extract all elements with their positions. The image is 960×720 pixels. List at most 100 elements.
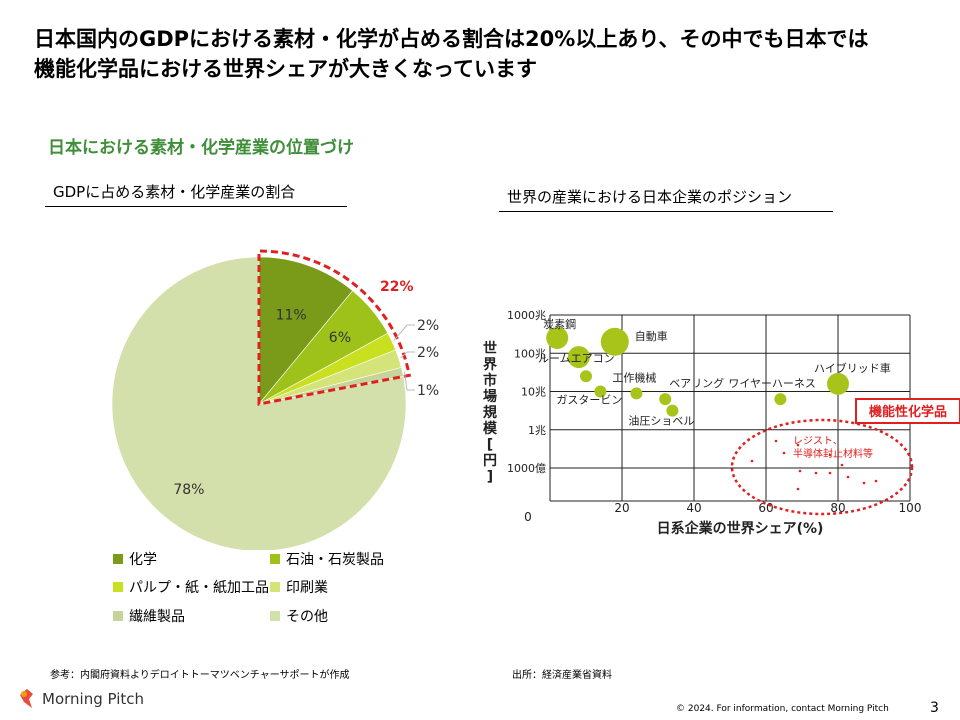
pie-slice-label: 1% [417, 383, 439, 399]
gdp-pie-chart: 22% 11% 6% 78% 2% 2% 1% [111, 249, 439, 550]
pie-slice-label: 78% [173, 482, 204, 498]
pie-labels: 11% 6% 78% 2% 2% 1% [173, 308, 439, 498]
data-point-label: 自動車 [635, 329, 668, 343]
y-axis-label-char: 界 [483, 357, 498, 373]
data-point-label: 工作機械 [612, 370, 656, 384]
y-axis-label-char: 円 [483, 453, 497, 469]
x-tick-label: 100 [899, 501, 922, 515]
company-logo: Morning Pitch [18, 688, 144, 710]
x-tick-label: 40 [686, 501, 701, 515]
pie-highlight-outline [257, 249, 412, 406]
cluster-dot [828, 471, 832, 475]
cluster-dot [814, 471, 818, 475]
cluster-dot [846, 475, 850, 479]
right-chart-subtitle: 世界の産業における日本企業のポジション [499, 186, 833, 212]
x-tick-label: 60 [758, 501, 773, 515]
section-heading: 日本における素材・化学産業の位置づけ [48, 138, 354, 158]
x-tick-label: 80 [830, 501, 845, 515]
chart-grid [549, 314, 911, 502]
pie-leader-line [403, 371, 415, 391]
y-axis-label-char: 世 [483, 340, 497, 357]
legend-item-chemical: 化学 [113, 549, 157, 569]
legend-item-other: その他 [270, 606, 328, 626]
cluster-dot [874, 479, 878, 483]
copyright-text: © 2024. For information, contact Morning… [676, 704, 889, 714]
cluster-dot [798, 469, 802, 473]
cluster-dot [796, 443, 800, 447]
logo-text: Morning Pitch [42, 690, 145, 708]
y-axis-label-char: [ [487, 437, 493, 453]
legend-swatch [113, 611, 123, 621]
y-axis-label-char: 場 [483, 388, 497, 405]
functional-chemicals-tag: 機能性化学品 [869, 404, 947, 420]
y-tick-label: 10兆 [521, 386, 546, 399]
highlight-total-label: 22% [380, 279, 414, 295]
legend-swatch [270, 554, 280, 564]
y-axis-label-char: ] [487, 469, 493, 485]
data-point [546, 326, 569, 349]
data-point [630, 387, 643, 400]
page-number: 3 [930, 700, 939, 716]
legend-swatch [113, 582, 123, 592]
data-point [594, 385, 607, 398]
data-point-label: ハイブリッド車 [814, 361, 891, 375]
y-axis-label-char: 規 [483, 405, 497, 421]
legend-swatch [270, 582, 280, 592]
data-point [827, 372, 849, 395]
x-tick-labels: 0 20 40 60 80 100 [524, 501, 921, 524]
data-point [580, 370, 592, 383]
cluster-label-line-2: 半導体封止材料等 [793, 447, 873, 460]
data-point-label: ワイヤーハーネス [728, 377, 815, 390]
cluster-dot [840, 463, 844, 467]
legend-item-printing: 印刷業 [270, 577, 328, 597]
data-point-label: ルームエアコン [538, 352, 615, 365]
pie-slice-label: 11% [276, 308, 307, 324]
x-tick-label: 0 [524, 510, 532, 524]
cluster-label-line-1: レジスト、 [793, 436, 843, 447]
pie-slice-label: 2% [417, 345, 439, 361]
data-point [567, 346, 590, 369]
title-line-1: 日本国内のGDPにおける素材・化学が占める割合は20%以上あり、その中でも日本で… [34, 27, 869, 51]
data-point-label: ガスタービン [556, 394, 622, 407]
x-tick-label: 20 [614, 501, 629, 515]
data-point-label: ベアリング [669, 376, 724, 390]
x-axis-label: 日系企業の世界シェア(%) [657, 520, 824, 537]
data-point [659, 393, 672, 406]
cluster-dot [782, 451, 786, 455]
y-axis-label-char: 模 [483, 420, 498, 437]
title-line-2: 機能化学品における世界シェアが大きくなっています [34, 57, 537, 81]
y-tick-label: 1000兆 [507, 309, 546, 322]
data-point-label: 油圧ショベル [628, 414, 694, 428]
world-position-chart: 1000兆 100兆 10兆 1兆 1000億 0 20 40 60 80 100 炭素鋼自動車ル… [483, 309, 960, 537]
functional-chemicals-cluster-outline [730, 418, 914, 516]
y-tick-label: 1兆 [528, 424, 546, 437]
logo-mark-icon [20, 689, 33, 708]
left-source-note: 参考：内閣府資料よりデロイトトーマツベンチャーサポートが作成 [50, 670, 350, 681]
pie-slice-label: 2% [417, 318, 439, 334]
pie-leader-line [393, 324, 415, 341]
data-points [546, 326, 849, 417]
y-tick-label: 100兆 [514, 347, 546, 360]
y-tick-labels: 1000兆 100兆 10兆 1兆 1000億 [507, 309, 546, 475]
right-source-note: 出所：経済産業省資料 [512, 670, 612, 681]
cluster-dot [828, 453, 832, 457]
legend-item-textiles: 繊維製品 [113, 606, 185, 626]
legend-item-pulp-paper: パルプ・紙・紙加工品 [113, 577, 269, 597]
functional-chemicals-tag-box [855, 398, 960, 424]
data-point [666, 404, 679, 417]
pie-slice [258, 256, 354, 405]
cluster-dot [774, 439, 778, 443]
pie-slice-label: 6% [329, 330, 351, 346]
y-tick-label: 1000億 [507, 462, 546, 475]
legend-swatch [113, 554, 123, 564]
legend-item-petroleum: 石油・石炭製品 [270, 549, 384, 569]
y-axis-label-char: 市 [483, 372, 497, 389]
cluster-dot [750, 459, 754, 463]
data-point-label: 炭素鋼 [543, 317, 576, 331]
data-point [774, 393, 787, 406]
legend-swatch [270, 611, 280, 621]
cluster-dots [750, 439, 878, 491]
left-chart-subtitle: GDPに占める素材・化学産業の割合 [45, 181, 347, 207]
